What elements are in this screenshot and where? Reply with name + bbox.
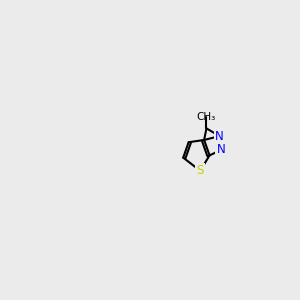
Text: N: N [215, 130, 224, 142]
Text: N: N [217, 143, 226, 157]
Text: CH₃: CH₃ [197, 112, 216, 122]
Text: S: S [196, 164, 204, 177]
